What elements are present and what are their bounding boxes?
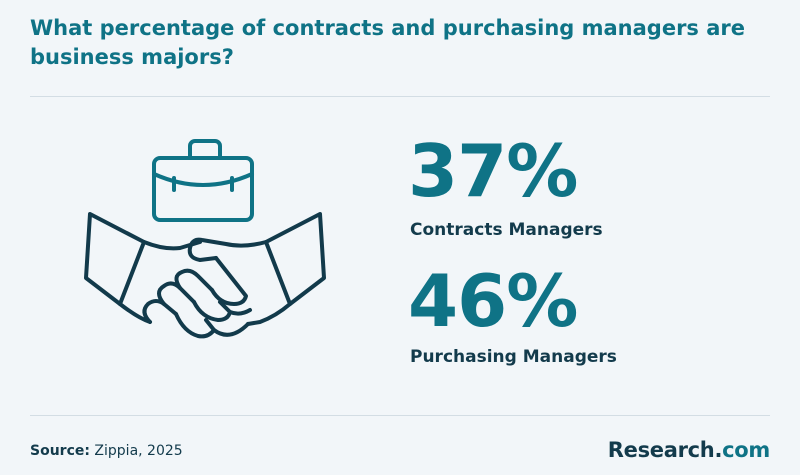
- stat-label-contracts: Contracts Managers: [410, 220, 603, 240]
- briefcase-icon: [152, 139, 254, 222]
- top-divider: [30, 96, 770, 97]
- page-title: What percentage of contracts and purchas…: [30, 16, 746, 69]
- handshake-icon: [84, 212, 326, 339]
- brand-dot: .: [714, 438, 723, 462]
- stat-value-contracts: 37%: [408, 129, 578, 213]
- stat-value-purchasing: 46%: [408, 259, 578, 343]
- brand-name: Research: [607, 438, 715, 462]
- brand-tld: com: [722, 438, 770, 462]
- stat-label-purchasing: Purchasing Managers: [410, 347, 617, 367]
- source-label: Source:: [30, 443, 90, 459]
- bottom-divider: [30, 415, 770, 416]
- source-text: Zippia, 2025: [94, 443, 183, 459]
- brand-logo[interactable]: Research.com: [607, 436, 771, 464]
- handshake-briefcase-icon: [84, 139, 326, 339]
- source-note: Source: Zippia, 2025: [30, 441, 183, 461]
